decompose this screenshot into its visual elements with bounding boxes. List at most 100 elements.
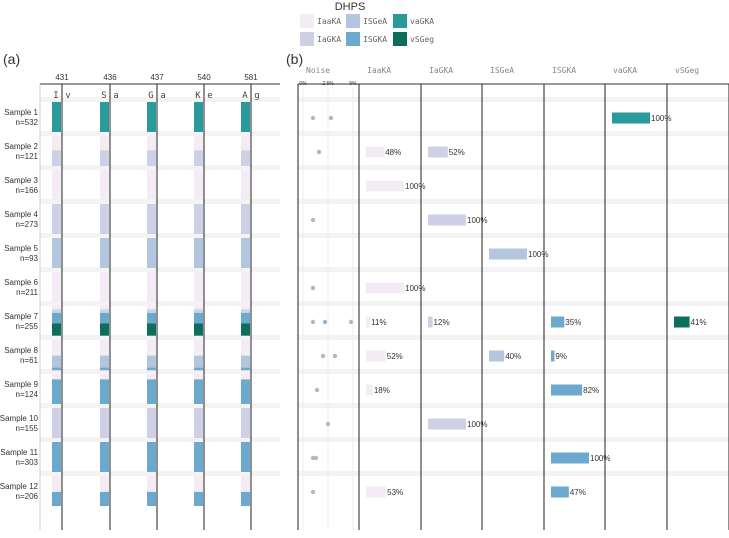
- allele-cell: [100, 136, 109, 151]
- allele-cell: [241, 374, 250, 380]
- allele-cell: [100, 379, 109, 404]
- bar-label: 48%: [385, 148, 401, 157]
- ref-allele: G: [148, 91, 153, 101]
- bar-iaaka: [366, 384, 373, 396]
- allele-cell: [52, 272, 61, 302]
- allele-cell: [147, 476, 156, 492]
- allele-cell: [241, 340, 250, 356]
- allele-cell: [52, 150, 61, 166]
- bar-label: 100%: [467, 420, 487, 429]
- allele-cell: [52, 374, 61, 380]
- row-band: [40, 369, 280, 374]
- allele-cell: [147, 272, 156, 302]
- sample-count: n=211: [16, 288, 38, 297]
- allele-cell: [194, 306, 203, 310]
- position-label: 437: [150, 73, 164, 82]
- column-header: vSGeg: [675, 66, 699, 75]
- allele-cell: [52, 102, 61, 132]
- allele-cell: [147, 312, 156, 324]
- bar-iaaka: [366, 350, 386, 362]
- bar-label: 100%: [405, 182, 425, 191]
- row-band: [298, 165, 729, 170]
- allele-cell: [194, 408, 203, 438]
- allele-cell: [52, 309, 61, 313]
- allele-cell: [241, 136, 250, 151]
- bar-isgka: [551, 350, 555, 362]
- ref-allele: I: [53, 91, 58, 101]
- column-header: IaaKA: [367, 66, 391, 75]
- position-label: 581: [244, 73, 258, 82]
- panel-a-label: (a): [3, 51, 20, 67]
- row-band: [40, 301, 280, 306]
- allele-cell: [194, 238, 203, 268]
- row-band: [40, 199, 280, 204]
- bar-iaaka: [366, 282, 404, 294]
- row-band: [40, 437, 280, 442]
- legend-swatch-iagka: [300, 32, 314, 46]
- allele-cell: [241, 170, 250, 200]
- allele-cell: [194, 204, 203, 234]
- sample-count: n=273: [16, 220, 39, 229]
- allele-cell: [241, 102, 250, 132]
- allele-cell: [194, 476, 203, 492]
- bar-label: 47%: [570, 488, 586, 497]
- noise-point: [310, 285, 316, 291]
- allele-cell: [241, 476, 250, 492]
- allele-cell: [52, 476, 61, 492]
- row-band: [298, 471, 729, 476]
- allele-cell: [100, 374, 109, 380]
- row-band: [40, 97, 280, 102]
- legend-label-isgka: ISGKA: [363, 35, 387, 44]
- allele-cell: [100, 491, 109, 506]
- sample-label: Sample 3: [4, 176, 38, 185]
- column-header: ISGKA: [552, 66, 576, 75]
- allele-cell: [52, 491, 61, 506]
- allele-cell: [100, 408, 109, 438]
- bar-label: 35%: [565, 318, 581, 327]
- bar-isgea: [489, 248, 527, 260]
- bar-isgea: [489, 350, 505, 362]
- legend-label-iagka: IaGKA: [317, 35, 341, 44]
- allele-cell: [52, 340, 61, 356]
- row-band: [40, 335, 280, 340]
- noise-point: [310, 217, 316, 223]
- row-band: [298, 267, 729, 272]
- allele-cell: [147, 408, 156, 438]
- row-band: [298, 131, 729, 136]
- allele-cell: [100, 367, 109, 371]
- allele-cell: [241, 306, 250, 310]
- allele-cell: [147, 238, 156, 268]
- allele-cell: [194, 309, 203, 313]
- allele-cell: [100, 340, 109, 356]
- sample-label: Sample 10: [0, 414, 39, 423]
- legend-label-vagka: vaGKA: [410, 17, 434, 26]
- allele-cell: [100, 312, 109, 324]
- row-band: [40, 403, 280, 408]
- column-header: vaGKA: [613, 66, 637, 75]
- allele-cell: [52, 355, 61, 368]
- allele-cell: [147, 491, 156, 506]
- sample-count: n=532: [16, 118, 39, 127]
- allele-cell: [194, 442, 203, 472]
- sample-count: n=166: [16, 186, 39, 195]
- bar-isgka: [551, 384, 583, 396]
- bar-label: 40%: [505, 352, 521, 361]
- column-header: ISGeA: [490, 66, 514, 75]
- allele-cell: [241, 323, 250, 336]
- bar-label: 52%: [387, 352, 403, 361]
- row-band: [298, 301, 729, 306]
- allele-cell: [52, 323, 61, 336]
- allele-cell: [52, 408, 61, 438]
- allele-cell: [147, 323, 156, 336]
- bar-label: 100%: [467, 216, 487, 225]
- allele-cell: [241, 442, 250, 472]
- ref-allele: S: [101, 91, 106, 101]
- allele-cell: [52, 442, 61, 472]
- legend-swatch-vsgeg: [393, 32, 407, 46]
- row-band: [298, 97, 729, 102]
- row-band: [298, 199, 729, 204]
- allele-cell: [194, 150, 203, 166]
- allele-cell: [147, 306, 156, 310]
